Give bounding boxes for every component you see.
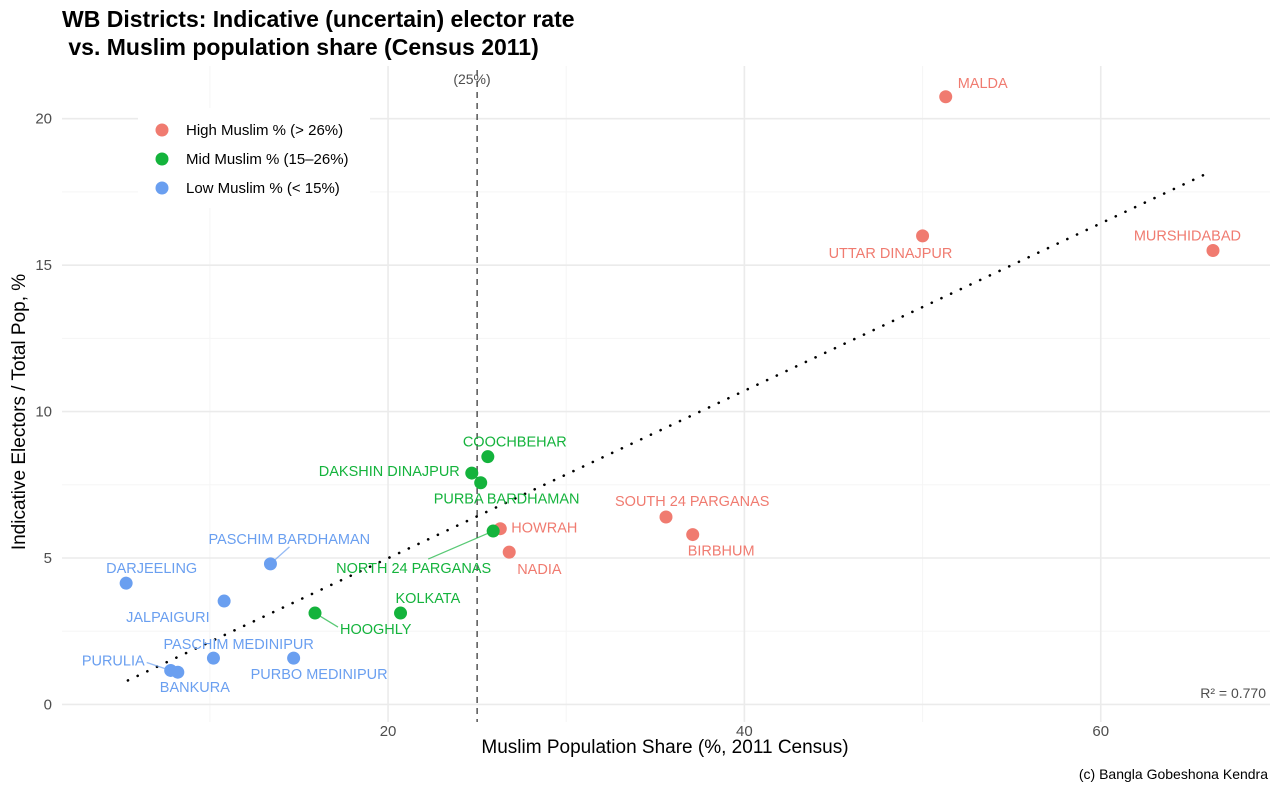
data-points	[119, 90, 1220, 679]
point-label-howrah: HOWRAH	[511, 521, 577, 537]
data-point-dakshin-dinajpur	[465, 466, 479, 480]
point-label-coochbehar: COOCHBEHAR	[463, 435, 567, 451]
data-point-south-24-parganas	[659, 510, 673, 524]
axis-ticks: 20 40 60 0 5 10 15 20	[35, 111, 1109, 740]
legend-label-mid: Mid Muslim % (15–26%)	[186, 151, 349, 168]
point-label-bankura: BANKURA	[160, 680, 230, 696]
r-squared-annotation: R² = 0.770	[1200, 685, 1266, 701]
x-tick-label: 20	[380, 723, 397, 740]
data-point-darjeeling	[119, 576, 133, 590]
caption: (c) Bangla Gobeshona Kendra	[1079, 766, 1268, 782]
y-tick-label: 10	[35, 404, 52, 421]
point-label-birbhum: BIRBHUM	[688, 544, 755, 560]
point-label-purulia: PURULIA	[82, 653, 145, 669]
trendline-group	[126, 170, 1213, 682]
point-label-darjeeling: DARJEELING	[106, 561, 197, 577]
legend-label-high: High Muslim % (> 26%)	[186, 122, 343, 139]
data-point-malda	[939, 90, 953, 104]
data-point-nadia	[502, 545, 516, 559]
data-point-murshidabad	[1206, 244, 1220, 257]
point-label-kolkata: KOLKATA	[396, 591, 461, 607]
y-tick-label: 20	[35, 111, 52, 128]
data-point-uttar-dinajpur	[916, 229, 930, 243]
data-point-jalpaiguri	[217, 594, 231, 608]
reference-line-label: (25%)	[453, 71, 490, 87]
data-point-paschim-bardhaman	[263, 557, 277, 571]
point-label-nadia: NADIA	[517, 562, 562, 578]
legend-key-mid	[155, 152, 169, 166]
data-point-north-24-parganas	[486, 524, 500, 538]
legend-key-high	[155, 123, 169, 137]
point-labels: MALDA UTTAR DINAJPUR MURSHIDABAD SOUTH 24 P…	[82, 76, 1241, 696]
point-label-purba-bardhaman: PURBA BARDHAMAN	[434, 492, 580, 508]
legend-key-low	[155, 181, 169, 195]
data-point-coochbehar	[481, 450, 495, 464]
point-label-purbo-medinipur: PURBO MEDINIPUR	[251, 667, 388, 683]
leader-line	[427, 530, 494, 560]
data-point-bankura	[171, 665, 185, 679]
legend-label-low: Low Muslim % (< 15%)	[186, 180, 340, 197]
trendline	[126, 170, 1213, 682]
x-axis-title: Muslim Population Share (%, 2011 Census)	[481, 737, 848, 758]
data-point-purba-bardhaman	[474, 476, 488, 490]
y-tick-label: 15	[35, 257, 52, 274]
data-point-paschim-medinipur	[206, 651, 220, 665]
chart-title: WB Districts: Indicative (uncertain) ele…	[62, 6, 575, 32]
point-label-south-24-parganas: SOUTH 24 PARGANAS	[615, 494, 769, 510]
y-axis-title: Indicative Electors / Total Pop, %	[9, 274, 30, 550]
point-label-paschim-medinipur: PASCHIM MEDINIPUR	[163, 637, 313, 653]
point-label-malda: MALDA	[958, 76, 1008, 92]
point-label-north-24-parganas: NORTH 24 PARGANAS	[336, 561, 491, 577]
legend: High Muslim % (> 26%) Mid Muslim % (15–26…	[138, 108, 370, 208]
chart-subtitle: vs. Muslim population share (Census 2011…	[62, 34, 539, 60]
grid-lines	[62, 66, 1270, 722]
point-label-murshidabad: MURSHIDABAD	[1134, 229, 1241, 245]
data-point-hooghly	[308, 606, 322, 620]
data-point-purbo-medinipur	[287, 651, 301, 665]
x-tick-label: 60	[1092, 723, 1109, 740]
point-label-hooghly: HOOGHLY	[340, 622, 412, 638]
point-label-uttar-dinajpur: UTTAR DINAJPUR	[829, 246, 953, 262]
data-point-birbhum	[686, 528, 700, 542]
y-tick-label: 0	[44, 696, 52, 713]
x-tick-label: 40	[736, 723, 753, 740]
point-label-paschim-bardhaman: PASCHIM BARDHAMAN	[208, 532, 370, 548]
point-label-jalpaiguri: JALPAIGURI	[126, 610, 210, 626]
legend-background	[138, 108, 370, 208]
data-point-kolkata	[394, 606, 408, 620]
point-label-dakshin-dinajpur: DAKSHIN DINAJPUR	[319, 464, 460, 480]
y-tick-label: 5	[44, 550, 52, 567]
